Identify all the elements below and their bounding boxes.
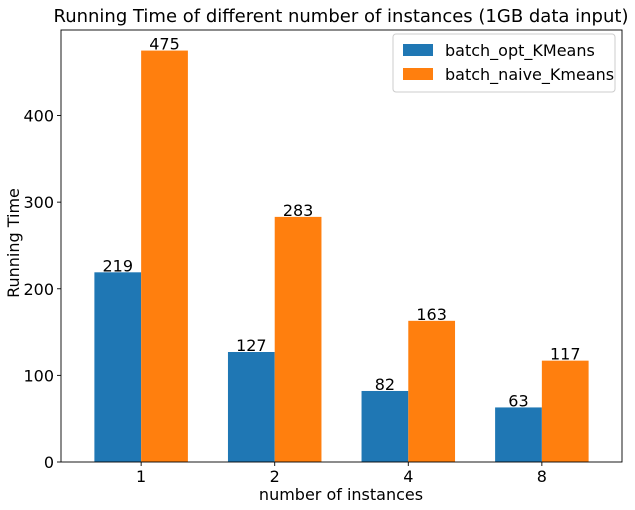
bar-batch_opt_KMeans-2: [227, 352, 275, 462]
legend-label-batch_naive_Kmeans: batch_naive_Kmeans: [445, 65, 614, 85]
data-label-batch_naive_Kmeans-4: 163: [416, 305, 447, 324]
bar-batch_opt_KMeans-4: [361, 390, 409, 462]
y-tick-label-400: 400: [23, 107, 54, 126]
data-label-batch_opt_KMeans-2: 127: [236, 336, 267, 355]
data-label-batch_opt_KMeans-4: 82: [375, 375, 395, 394]
legend-swatch-batch_opt_KMeans: [403, 44, 433, 56]
x-tick-label-8: 8: [537, 467, 547, 486]
bar-batch_naive_Kmeans-8: [541, 360, 589, 462]
y-axis-label: Running Time: [4, 188, 23, 298]
x-tick-label-2: 2: [270, 467, 280, 486]
data-label-batch_opt_KMeans-1: 219: [102, 256, 133, 275]
data-label-batch_opt_KMeans-8: 63: [508, 391, 528, 410]
legend-box: [392, 33, 616, 93]
data-label-batch_naive_Kmeans-1: 475: [149, 35, 180, 54]
x-tick-label-1: 1: [136, 467, 146, 486]
bar-batch_naive_Kmeans-1: [141, 50, 188, 462]
legend-label-batch_opt_KMeans: batch_opt_KMeans: [445, 41, 595, 61]
bar-batch_opt_KMeans-1: [94, 272, 142, 462]
bar-batch_naive_Kmeans-4: [408, 320, 456, 462]
plot-area: 219 127 82 63 475 283 163 117 0 100 200 300 400 1 2 4 8: [23, 29, 623, 486]
y-tick-label-200: 200: [23, 280, 54, 299]
legend: batch_opt_KMeans batch_naive_Kmeans: [392, 33, 616, 93]
legend-swatch-batch_naive_Kmeans: [403, 68, 433, 80]
x-tick-label-4: 4: [403, 467, 413, 486]
data-label-batch_naive_Kmeans-2: 283: [283, 201, 314, 220]
y-tick-label-300: 300: [23, 193, 54, 212]
axes-frame: [60, 29, 623, 463]
bar-batch_opt_KMeans-8: [495, 407, 542, 462]
data-label-batch_naive_Kmeans-8: 117: [550, 345, 581, 364]
y-tick-label-0: 0: [44, 453, 54, 472]
x-axis-label: number of instances: [259, 485, 423, 504]
chart-title: Running Time of different number of inst…: [54, 6, 629, 27]
y-tick-label-100: 100: [23, 366, 54, 385]
bar-batch_naive_Kmeans-2: [274, 216, 322, 462]
